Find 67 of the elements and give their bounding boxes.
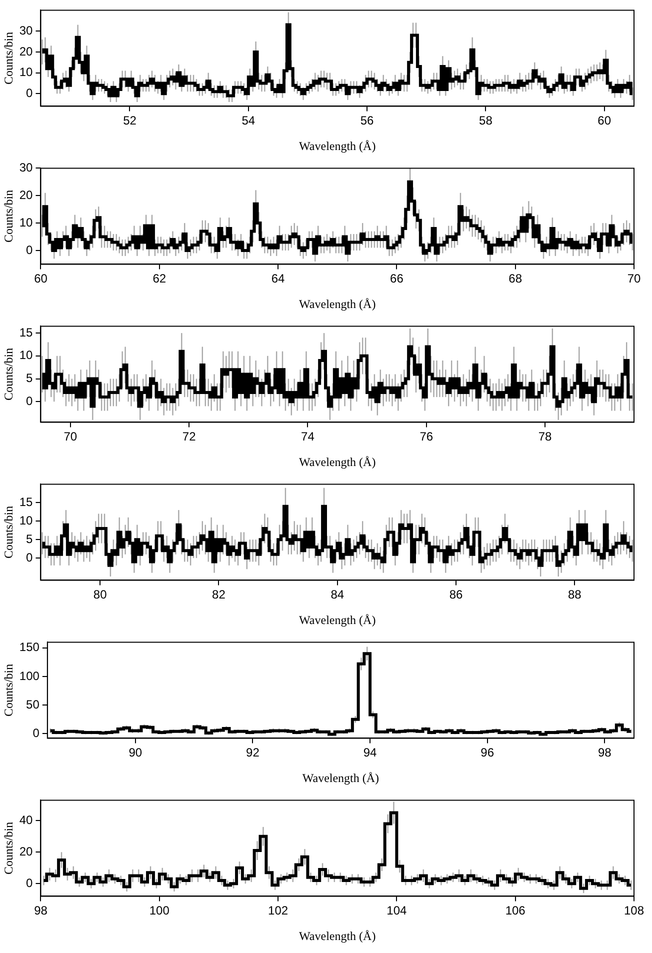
x-tick-label: 68 xyxy=(508,272,522,286)
y-axis-title: Counts/bin xyxy=(1,822,16,875)
x-tick-label: 70 xyxy=(627,272,641,286)
x-axis-title: Wavelength (Å) xyxy=(299,454,376,469)
x-tick-label: 54 xyxy=(242,114,256,128)
x-tick-label: 108 xyxy=(624,904,644,918)
y-axis-title: Counts/bin xyxy=(1,664,16,717)
y-tick-label: 0 xyxy=(26,876,34,890)
x-tick-label: 64 xyxy=(271,272,286,286)
x-tick-label: 58 xyxy=(479,114,493,128)
y-tick-label: 20 xyxy=(19,188,34,202)
x-tick-label: 76 xyxy=(420,430,434,444)
x-tick-label: 100 xyxy=(149,904,170,918)
x-tick-label: 78 xyxy=(538,430,552,444)
y-tick-label: 5 xyxy=(26,532,34,546)
x-axis-title: Wavelength (Å) xyxy=(299,928,376,943)
x-tick-label: 84 xyxy=(330,588,344,602)
y-tick-label: 0 xyxy=(32,726,40,740)
y-tick-label: 30 xyxy=(19,23,34,38)
y-axis-title: Counts/bin xyxy=(1,348,16,401)
x-tick-label: 80 xyxy=(93,588,108,602)
y-tick-label: 15 xyxy=(19,494,34,509)
y-tick-label: 20 xyxy=(19,844,34,858)
x-axis-title: Wavelength (Å) xyxy=(302,770,380,785)
y-tick-label: 100 xyxy=(19,668,40,683)
y-tick-label: 0 xyxy=(26,242,34,257)
x-tick-label: 72 xyxy=(182,430,196,444)
x-tick-label: 96 xyxy=(480,746,494,760)
x-tick-label: 86 xyxy=(449,588,464,602)
x-tick-label: 52 xyxy=(123,114,137,128)
x-tick-label: 106 xyxy=(505,904,526,918)
x-axis-title: Wavelength (Å) xyxy=(299,296,376,311)
x-tick-label: 60 xyxy=(598,114,612,128)
y-tick-label: 0 xyxy=(26,394,34,408)
x-tick-label: 66 xyxy=(390,272,404,286)
y-tick-label: 15 xyxy=(19,325,34,340)
y-tick-label: 5 xyxy=(26,371,34,386)
y-tick-label: 0 xyxy=(26,550,34,564)
x-tick-label: 82 xyxy=(212,588,226,602)
x-tick-label: 56 xyxy=(360,114,374,128)
y-tick-label: 10 xyxy=(19,513,34,528)
x-tick-label: 104 xyxy=(386,904,408,918)
x-axis-title: Wavelength (Å) xyxy=(299,612,376,627)
x-tick-label: 88 xyxy=(568,588,582,602)
y-tick-label: 10 xyxy=(19,215,34,230)
x-tick-label: 98 xyxy=(34,904,48,918)
y-tick-label: 50 xyxy=(26,697,40,712)
x-axis-title: Wavelength (Å) xyxy=(299,138,376,153)
x-tick-label: 92 xyxy=(246,746,260,760)
y-tick-label: 40 xyxy=(19,812,34,827)
y-tick-label: 10 xyxy=(19,65,34,80)
x-tick-label: 62 xyxy=(152,272,166,286)
x-tick-label: 90 xyxy=(128,746,142,760)
x-tick-label: 94 xyxy=(363,746,378,760)
y-tick-label: 0 xyxy=(26,86,34,100)
x-tick-label: 98 xyxy=(598,746,612,760)
x-tick-label: 70 xyxy=(64,430,78,444)
y-axis-title: Counts/bin xyxy=(1,506,16,559)
y-axis-title: Counts/bin xyxy=(1,190,16,243)
x-tick-label: 102 xyxy=(268,904,288,918)
x-tick-label: 74 xyxy=(301,430,315,444)
y-tick-label: 10 xyxy=(19,348,34,362)
y-tick-label: 20 xyxy=(19,44,34,58)
y-tick-label: 30 xyxy=(19,160,34,175)
x-tick-label: 60 xyxy=(34,272,48,286)
y-axis-title: Counts/bin xyxy=(1,32,16,85)
y-tick-label: 150 xyxy=(19,640,40,654)
